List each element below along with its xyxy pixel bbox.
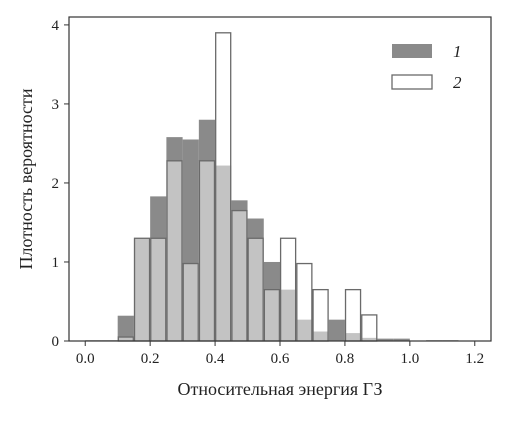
y-axis-ticks: 0 1 2 3 4 (52, 18, 69, 350)
bar-overlap (231, 210, 248, 341)
bar-overlap (361, 337, 378, 341)
bar-overlap (215, 165, 232, 341)
x-tick-label: 0.8 (336, 351, 355, 367)
bar-overlap (280, 289, 297, 341)
x-tick-label: 0.6 (271, 351, 290, 367)
y-axis-label: Плотность вероятности (16, 88, 36, 269)
bar-overlap (166, 160, 183, 341)
x-tick-label: 0.2 (141, 351, 160, 367)
y-tick-label: 1 (52, 255, 60, 271)
bar-overlap (344, 333, 362, 341)
bar-series-1 (377, 338, 394, 341)
x-tick-label: 0.0 (76, 351, 95, 367)
x-tick-label: 0.4 (206, 351, 225, 367)
bar-series-1 (182, 139, 199, 264)
bar-overlap (117, 337, 134, 341)
y-tick-label: 2 (52, 176, 60, 192)
bar-overlap (133, 238, 151, 341)
x-tick-label: 1.0 (400, 351, 419, 367)
y-tick-label: 3 (52, 97, 60, 113)
bar-overlap (182, 263, 199, 341)
bar-series-1 (393, 338, 410, 341)
y-tick-label: 0 (52, 334, 60, 350)
legend: 12 (391, 42, 462, 92)
bar-series-1 (166, 137, 183, 161)
bar-series-1 (263, 261, 280, 290)
bars (85, 32, 459, 342)
bar-series-1 (231, 200, 248, 211)
legend-label-1: 1 (453, 42, 462, 61)
x-axis-label: Относительная энергия ГЗ (177, 379, 382, 399)
bar-series-1 (328, 319, 345, 341)
legend-swatch-2 (391, 74, 433, 90)
bar-overlap (247, 238, 264, 341)
legend-swatch-1 (392, 44, 432, 58)
bar-series-1 (198, 119, 216, 161)
bar-overlap (198, 160, 216, 341)
y-tick-label: 4 (52, 18, 60, 34)
bar-series-2 (361, 314, 378, 342)
x-tick-label: 1.2 (465, 351, 484, 367)
legend-label-2: 2 (453, 73, 462, 92)
bar-series-1 (247, 218, 264, 239)
bar-series-1 (117, 315, 134, 338)
bar-overlap (312, 331, 329, 341)
bar-series-1 (150, 196, 167, 239)
x-axis-ticks: 0.0 0.2 0.4 0.6 0.8 1.0 1.2 (76, 341, 484, 367)
bar-overlap (150, 238, 167, 341)
bar-overlap (296, 319, 313, 341)
bar-overlap (263, 289, 280, 341)
